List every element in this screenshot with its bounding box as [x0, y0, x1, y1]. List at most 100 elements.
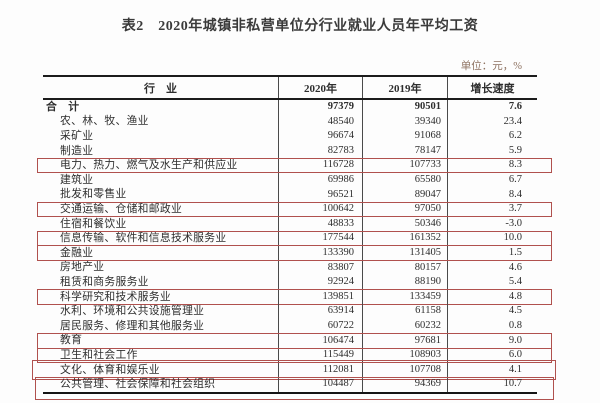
growth-rate-cell: 9.0 [447, 333, 537, 349]
growth-rate-cell: 0.8 [447, 318, 537, 334]
table-row: 建筑业 69986 65580 6.7 [43, 172, 537, 188]
value-2020-cell: 48833 [278, 216, 362, 232]
header-industry: 行 业 [144, 82, 177, 95]
table-row: 电力、热力、燃气及水生产和供应业 116728 107733 8.3 [37, 157, 552, 174]
header-2020: 2020年 [278, 77, 362, 98]
growth-rate-cell: 5.9 [447, 143, 537, 159]
table-row: 文化、体育和娱乐业 112081 107708 4.1 [32, 360, 556, 380]
value-2020-cell: 112081 [278, 362, 362, 378]
value-2019-cell: 61158 [362, 304, 447, 319]
value-2019-cell: 60232 [362, 318, 447, 334]
unit-label: 单位：元，% [460, 61, 522, 72]
value-2019-cell: 131405 [362, 245, 447, 261]
growth-rate-cell: 3.7 [447, 202, 537, 217]
growth-rate-cell: 8.3 [447, 158, 537, 173]
value-2019-cell: 161352 [362, 231, 447, 246]
table-row: 金融业 133390 131405 1.5 [37, 245, 552, 262]
table-row: 教育 106474 97681 9.0 [37, 333, 552, 349]
industry-name-cell: 建筑业 [60, 173, 94, 186]
value-2019-cell: 97681 [362, 333, 447, 349]
industry-name-cell: 科学研究和技术服务业 [60, 290, 171, 303]
value-2019-cell: 107733 [362, 158, 447, 173]
industry-name-cell: 住宿和餐饮业 [60, 217, 127, 230]
growth-rate-cell: 1.5 [447, 245, 537, 261]
industry-name-cell: 电力、热力、燃气及水生产和供应业 [60, 159, 238, 172]
value-2020-cell: 96521 [278, 187, 362, 203]
value-2020-cell: 139851 [278, 289, 362, 305]
table-row: 交通运输、仓储和邮政业 100642 97050 3.7 [37, 201, 552, 218]
value-2020-cell: 115449 [278, 348, 362, 363]
value-2020-cell: 96674 [278, 129, 362, 144]
growth-rate-cell: 5.4 [447, 275, 537, 290]
page-title: 表2 2020年城镇非私营单位分行业就业人员年平均工资 [121, 19, 479, 34]
value-2020-cell: 106474 [278, 333, 362, 349]
growth-rate-cell: 4.1 [447, 362, 537, 378]
header-growth: 增长速度 [447, 77, 537, 98]
industry-name-cell: 制造业 [60, 144, 94, 157]
value-2019-cell: 94369 [362, 377, 447, 392]
growth-rate-cell: -3.0 [447, 216, 537, 232]
industry-name-cell: 文化、体育和娱乐业 [60, 363, 160, 376]
wage-table: 行 业 2020年 2019年 增长速度 合 计 97379 90501 7.6 农、林… [32, 75, 556, 400]
industry-name-cell: 水利、环境和公共设施管理业 [60, 305, 205, 318]
industry-name-cell: 批发和零售业 [60, 188, 127, 201]
value-2019-cell: 80157 [362, 260, 447, 276]
industry-name-cell: 教育 [60, 334, 83, 347]
growth-rate-cell: 23.4 [447, 114, 537, 130]
value-2020-cell: 100642 [278, 202, 362, 217]
industry-name-cell: 采矿业 [60, 130, 94, 143]
growth-rate-cell: 6.0 [447, 348, 537, 363]
growth-rate-cell: 4.5 [447, 304, 537, 319]
value-2020-cell: 83807 [278, 260, 362, 276]
header-2019: 2019年 [362, 77, 447, 98]
value-2019-cell: 89047 [362, 187, 447, 203]
value-2019-cell: 108903 [362, 348, 447, 363]
value-2020-cell: 82783 [278, 143, 362, 159]
value-2020-cell: 116728 [278, 158, 362, 173]
value-2019-cell: 88190 [362, 275, 447, 290]
table-row: 水利、环境和公共设施管理业 63914 61158 4.5 [43, 304, 537, 319]
growth-rate-cell: 10.0 [447, 231, 537, 246]
industry-name-cell: 居民服务、修理和其他服务业 [60, 319, 205, 332]
industry-name-cell: 合 计 [46, 100, 80, 113]
value-2019-cell: 91068 [362, 129, 447, 144]
growth-rate-cell: 6.7 [447, 172, 537, 188]
industry-name-cell: 信息传输、软件和信息技术服务业 [60, 232, 227, 245]
industry-name-cell: 公共管理、社会保障和社会组织 [60, 378, 216, 391]
table-row: 科学研究和技术服务业 139851 133459 4.8 [37, 289, 552, 305]
value-2020-cell: 133390 [278, 245, 362, 261]
table-row: 居民服务、修理和其他服务业 60722 60232 0.8 [43, 318, 537, 334]
table-row: 信息传输、软件和信息技术服务业 177544 161352 10.0 [37, 230, 552, 247]
industry-name-cell: 交通运输、仓储和邮政业 [60, 203, 183, 216]
growth-rate-cell: 10.7 [447, 377, 537, 392]
value-2020-cell: 177544 [278, 231, 362, 246]
growth-rate-cell: 7.6 [447, 100, 537, 115]
table-header-row: 行 业 2020年 2019年 增长速度 [43, 75, 537, 100]
value-2019-cell: 107708 [362, 362, 447, 378]
value-2019-cell: 133459 [362, 289, 447, 305]
table-row: 制造业 82783 78147 5.9 [43, 143, 537, 159]
growth-rate-cell: 8.4 [447, 187, 537, 203]
table-row: 住宿和餐饮业 48833 50346 -3.0 [43, 216, 537, 232]
industry-name-cell: 租赁和商务服务业 [60, 276, 149, 289]
table-row: 房地产业 83807 80157 4.6 [43, 260, 537, 276]
table-row: 批发和零售业 96521 89047 8.4 [43, 187, 537, 203]
value-2019-cell: 39340 [362, 114, 447, 130]
industry-name-cell: 卫生和社会工作 [60, 348, 138, 361]
industry-name-cell: 房地产业 [60, 261, 105, 274]
table-row: 合 计 97379 90501 7.6 [43, 100, 537, 115]
table-row: 采矿业 96674 91068 6.2 [43, 129, 537, 144]
value-2020-cell: 69986 [278, 172, 362, 188]
industry-name-cell: 农、林、牧、渔业 [60, 115, 149, 128]
value-2019-cell: 78147 [362, 143, 447, 159]
value-2020-cell: 97379 [278, 100, 362, 115]
value-2020-cell: 60722 [278, 318, 362, 334]
table-row: 卫生和社会工作 115449 108903 6.0 [37, 347, 552, 364]
table-row: 租赁和商务服务业 92924 88190 5.4 [43, 275, 537, 290]
table-body: 合 计 97379 90501 7.6 农、林、牧、渔业 48540 39340 23.4 采矿… [32, 100, 556, 400]
industry-name-cell: 金融业 [60, 246, 94, 259]
growth-rate-cell: 4.8 [447, 289, 537, 305]
value-2020-cell: 63914 [278, 304, 362, 319]
growth-rate-cell: 6.2 [447, 129, 537, 144]
